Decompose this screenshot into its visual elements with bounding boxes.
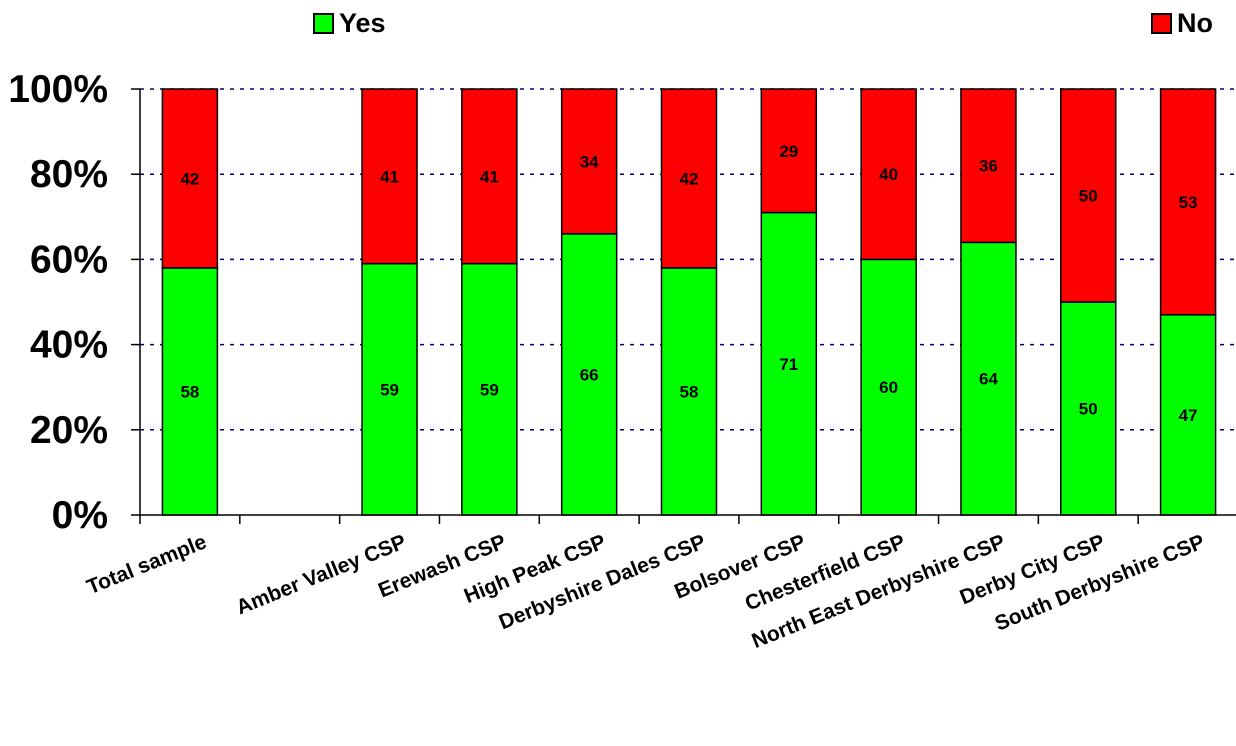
bar-segment-yes — [1159, 314, 1217, 516]
bar-segment-no — [1159, 88, 1217, 316]
bar-segment-yes — [960, 241, 1017, 516]
bars — [161, 88, 1217, 516]
data-label: 53 — [1179, 193, 1198, 212]
data-label: 71 — [779, 355, 798, 374]
legend-item-no: No — [1151, 6, 1213, 40]
bar-segment-yes — [1060, 301, 1117, 516]
bar-segment-no — [860, 88, 917, 261]
legend-swatch-no — [1151, 12, 1172, 34]
y-tick-label: 20% — [30, 409, 108, 452]
data-label: 50 — [1079, 187, 1098, 206]
bar-segment-no — [361, 88, 418, 265]
y-tick-label: 40% — [30, 324, 108, 367]
data-label: 59 — [480, 380, 499, 399]
data-label: 41 — [480, 167, 499, 186]
legend-label-yes: Yes — [339, 7, 386, 38]
bar-segment-yes — [461, 262, 518, 516]
x-tick-label: Amber Valley CSP — [233, 530, 409, 619]
data-label: 47 — [1179, 406, 1198, 425]
legend-item-yes: Yes — [313, 6, 386, 40]
data-label: 58 — [180, 382, 199, 401]
bar-segment-no — [760, 88, 818, 214]
data-label: 34 — [580, 152, 599, 171]
bar-segment-no — [560, 88, 618, 235]
legend-swatch-yes — [313, 12, 334, 34]
y-tick-label: 60% — [30, 238, 108, 281]
y-tick-label: 80% — [30, 153, 108, 196]
data-label: 66 — [580, 365, 599, 384]
data-label: 42 — [680, 169, 699, 188]
bar-segment-no — [960, 88, 1017, 244]
data-label: 59 — [380, 380, 399, 399]
x-tick-label: Total sample — [84, 530, 210, 599]
bar-segment-yes — [660, 267, 718, 516]
bar-segment-no — [1060, 88, 1117, 303]
data-label: 36 — [979, 157, 998, 176]
data-label: 29 — [779, 142, 798, 161]
data-label: 41 — [380, 167, 399, 186]
bar-segment-no — [461, 88, 518, 265]
axes — [131, 88, 1236, 524]
bar-segment-no — [161, 88, 219, 269]
legend-label-no: No — [1177, 7, 1213, 38]
data-label: 42 — [180, 169, 199, 188]
data-label: 60 — [879, 378, 898, 397]
gridlines — [140, 88, 1236, 431]
bar-segment-yes — [860, 258, 917, 516]
data-label: 58 — [680, 382, 699, 401]
bar-segment-yes — [560, 233, 618, 516]
data-label: 40 — [879, 165, 898, 184]
bar-segment-no — [660, 88, 718, 269]
y-tick-label: 100% — [8, 68, 108, 111]
data-label: 64 — [979, 370, 998, 389]
data-label: 50 — [1079, 400, 1098, 419]
bar-segment-yes — [760, 211, 818, 516]
y-tick-label: 0% — [52, 494, 108, 537]
